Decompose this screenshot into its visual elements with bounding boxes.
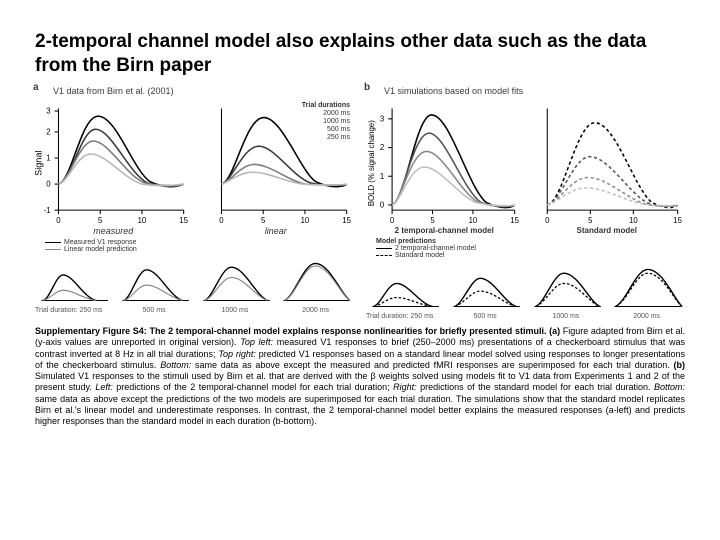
- svg-text:0: 0: [380, 200, 385, 209]
- panel-a-mini-1: [35, 257, 112, 308]
- svg-text:0: 0: [56, 216, 61, 225]
- panel-b-mini-1: [366, 263, 443, 314]
- figure-area: a V1 data from Birn et al. (2001) -10123…: [35, 86, 685, 321]
- panel-b-2tc: 0 1 2 3 0 5 10 15 BOLD (% signal change) 2 tem…: [366, 98, 523, 235]
- panel-a-title: V1 data from Birn et al. (2001): [53, 86, 354, 96]
- panel-a-mini-3: [197, 257, 274, 308]
- panel-a-linear: Trial durations 2000 ms 1000 ms 500 ms 2…: [198, 98, 355, 236]
- panel-a-mini-2: [116, 257, 193, 308]
- panel-a: a V1 data from Birn et al. (2001) -10123…: [35, 86, 354, 321]
- svg-text:15: 15: [673, 216, 682, 225]
- panel-b-bottom-row: [366, 263, 685, 314]
- svg-text:0: 0: [219, 216, 224, 225]
- svg-text:0: 0: [390, 216, 395, 225]
- svg-text:10: 10: [469, 216, 478, 225]
- svg-text:0: 0: [46, 179, 51, 188]
- svg-text:-1: -1: [44, 205, 51, 214]
- panel-b-standard: 0 5 10 15 Standard model: [529, 98, 686, 235]
- svg-text:3: 3: [380, 114, 384, 123]
- panel-a-linear-label: linear: [198, 226, 355, 236]
- panel-a-bottom-row: [35, 257, 354, 308]
- svg-text:15: 15: [510, 216, 519, 225]
- panel-b-mini-3: [528, 263, 605, 314]
- panel-b-standard-label: Standard model: [529, 226, 686, 235]
- svg-text:1: 1: [380, 171, 384, 180]
- panel-b-2tc-label: 2 temporal-channel model: [366, 226, 523, 235]
- svg-text:5: 5: [98, 216, 103, 225]
- panel-b-mini-2: [447, 263, 524, 314]
- svg-text:15: 15: [179, 216, 188, 225]
- svg-text:2: 2: [46, 127, 50, 136]
- svg-text:15: 15: [342, 216, 351, 225]
- svg-text:5: 5: [261, 216, 266, 225]
- svg-text:5: 5: [430, 216, 435, 225]
- svg-text:3: 3: [46, 106, 50, 115]
- svg-text:10: 10: [300, 216, 309, 225]
- svg-text:10: 10: [628, 216, 637, 225]
- page-title: 2-temporal channel model also explains o…: [35, 30, 685, 78]
- panel-a-label: a: [33, 82, 39, 93]
- svg-text:2: 2: [380, 143, 384, 152]
- figure-caption: Supplementary Figure S4: The 2 temporal-…: [35, 326, 685, 427]
- svg-text:BOLD (% signal change): BOLD (% signal change): [367, 119, 376, 205]
- panel-a-measured: -1 0 1 2 3 0 5 10 15 Signal measured: [35, 98, 192, 236]
- panel-b: b V1 simulations based on model fits 012…: [366, 86, 685, 321]
- panel-b-title: V1 simulations based on model fits: [384, 86, 685, 96]
- svg-text:5: 5: [588, 216, 593, 225]
- svg-text:10: 10: [138, 216, 147, 225]
- svg-text:Signal: Signal: [35, 150, 44, 175]
- svg-text:0: 0: [545, 216, 550, 225]
- panel-a-duration-legend: Trial durations 2000 ms 1000 ms 500 ms 2…: [302, 102, 350, 142]
- panel-a-legend-below: Measured V1 response Linear model predic…: [45, 239, 354, 253]
- panel-b-legend-below: Model predictions 2 temporal-channel mod…: [376, 238, 685, 259]
- panel-b-mini-4: [608, 263, 685, 314]
- panel-b-label: b: [364, 82, 370, 93]
- panel-a-mini-4: [277, 257, 354, 308]
- svg-text:1: 1: [46, 153, 50, 162]
- panel-a-measured-label: measured: [35, 226, 192, 236]
